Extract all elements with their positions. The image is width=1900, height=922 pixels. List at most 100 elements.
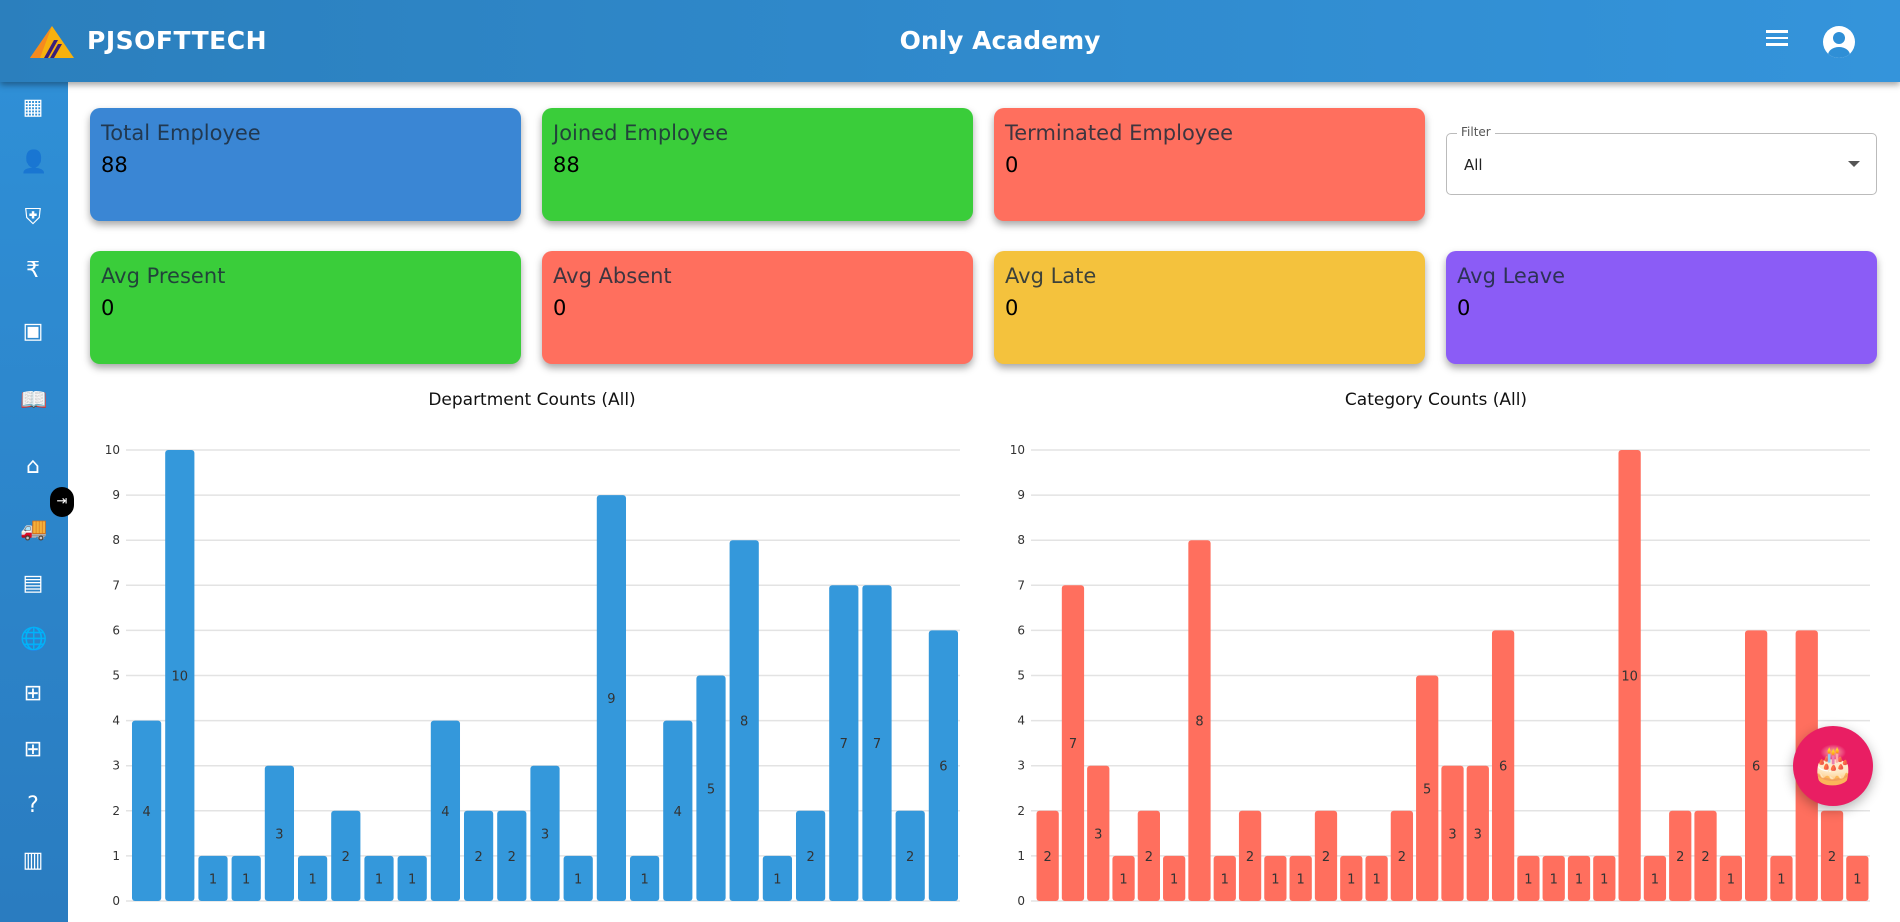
y-tick-label: 1: [1017, 849, 1025, 863]
bar[interactable]: [1238, 810, 1262, 901]
bar[interactable]: [1112, 855, 1135, 901]
bar[interactable]: [928, 630, 959, 901]
home-icon[interactable]: ⌂: [26, 454, 40, 479]
bar[interactable]: [1618, 450, 1641, 901]
bar[interactable]: [862, 585, 892, 901]
hierarchy-icon[interactable]: ⊞: [23, 681, 43, 706]
bar[interactable]: [430, 720, 461, 901]
bar[interactable]: [729, 540, 759, 901]
bar[interactable]: [1745, 630, 1768, 901]
birthday-cake-button[interactable]: 🎂: [1793, 726, 1873, 806]
terminated-employee-label: Terminated Employee: [1005, 121, 1234, 145]
bar-value-label: 5: [1423, 782, 1431, 797]
bar[interactable]: [397, 855, 427, 901]
bar-value-label: 1: [1853, 872, 1861, 887]
bar[interactable]: [1163, 855, 1186, 901]
bar-value-label: 6: [939, 760, 947, 775]
avg-present-label: Avg Present: [101, 264, 226, 288]
bar[interactable]: [1213, 855, 1236, 901]
bar[interactable]: [131, 720, 162, 901]
bar[interactable]: [364, 855, 394, 901]
bar[interactable]: [1770, 855, 1793, 901]
bar[interactable]: [530, 765, 560, 901]
bar-value-label: 8: [1195, 715, 1203, 730]
total-employee-label: Total Employee: [101, 121, 261, 145]
bar[interactable]: [1390, 810, 1414, 901]
bar[interactable]: [1593, 855, 1616, 901]
bar[interactable]: [1491, 630, 1515, 901]
filter-select[interactable]: Filter All: [1446, 125, 1877, 195]
bar[interactable]: [297, 855, 328, 901]
account-icon[interactable]: [1823, 26, 1855, 58]
bar[interactable]: [1517, 855, 1540, 901]
y-tick-label: 10: [105, 443, 120, 457]
employee-search-icon[interactable]: 👤: [20, 150, 48, 175]
bar[interactable]: [1061, 585, 1085, 901]
bar[interactable]: [1542, 855, 1565, 901]
bar[interactable]: [1643, 855, 1667, 901]
bar[interactable]: [1669, 810, 1692, 901]
reader-icon[interactable]: 📖: [20, 388, 48, 413]
bar-value-label: 9: [607, 692, 615, 707]
bar[interactable]: [1188, 540, 1211, 901]
bar-value-label: 1: [209, 872, 217, 887]
bar-value-label: 2: [1044, 850, 1052, 865]
bar[interactable]: [264, 765, 295, 901]
sidebar-toggle-icon[interactable]: ⇥: [50, 487, 74, 517]
bar-value-label: 1: [1651, 872, 1659, 887]
bar[interactable]: [1314, 810, 1338, 901]
top-app-bar: PJSOFTTECH Only Academy: [0, 0, 1900, 82]
invoice-icon[interactable]: ▥: [22, 848, 44, 873]
menu-icon[interactable]: [1766, 30, 1788, 50]
rupee-icon[interactable]: ₹: [26, 258, 40, 283]
bar[interactable]: [1036, 810, 1059, 901]
bar[interactable]: [696, 675, 726, 902]
bar[interactable]: [1694, 810, 1717, 901]
bar[interactable]: [198, 855, 228, 901]
contacts-icon[interactable]: ▣: [22, 319, 44, 344]
bar[interactable]: [1416, 675, 1439, 902]
bar[interactable]: [1289, 855, 1312, 901]
bar[interactable]: [1340, 855, 1363, 901]
apps-icon[interactable]: ⊞: [23, 737, 43, 762]
bar[interactable]: [629, 855, 660, 901]
bar[interactable]: [829, 585, 859, 901]
wallet-icon[interactable]: ▤: [22, 571, 44, 596]
bar[interactable]: [1567, 855, 1591, 901]
bar[interactable]: [331, 810, 361, 901]
help-icon[interactable]: ?: [27, 793, 39, 818]
department-chart-title: Department Counts (All): [428, 390, 636, 410]
bar[interactable]: [165, 450, 195, 901]
bar[interactable]: [1719, 855, 1742, 901]
bar-value-label: 2: [1398, 850, 1406, 865]
bar[interactable]: [497, 810, 527, 901]
bar[interactable]: [463, 810, 494, 901]
brand-name: PJSOFTTECH: [87, 26, 267, 55]
bar[interactable]: [1365, 855, 1388, 901]
bar[interactable]: [1137, 810, 1160, 901]
bar[interactable]: [1087, 765, 1110, 901]
truck-icon[interactable]: 🚚: [20, 517, 48, 542]
bar[interactable]: [1846, 855, 1869, 901]
dashboard-icon[interactable]: ▦: [22, 95, 44, 120]
bar-value-label: 6: [1499, 760, 1507, 775]
avg-late-label: Avg Late: [1005, 264, 1097, 288]
bar[interactable]: [762, 855, 793, 901]
chevron-down-icon: [1848, 161, 1860, 167]
bar[interactable]: [231, 855, 261, 901]
bar-value-label: 1: [408, 872, 416, 887]
bar[interactable]: [663, 720, 693, 901]
bar[interactable]: [895, 810, 925, 901]
security-icon[interactable]: ⛨: [24, 205, 42, 230]
bar[interactable]: [563, 855, 593, 901]
bar[interactable]: [1820, 810, 1844, 901]
bar[interactable]: [1264, 855, 1287, 901]
filter-label: Filter: [1457, 125, 1495, 139]
globe-icon[interactable]: 🌐: [20, 627, 48, 652]
bar[interactable]: [795, 810, 826, 901]
bar[interactable]: [1466, 765, 1489, 901]
company-logo: [30, 26, 74, 58]
bar[interactable]: [1441, 765, 1464, 901]
bar[interactable]: [596, 495, 627, 901]
bar-value-label: 7: [1069, 737, 1077, 752]
